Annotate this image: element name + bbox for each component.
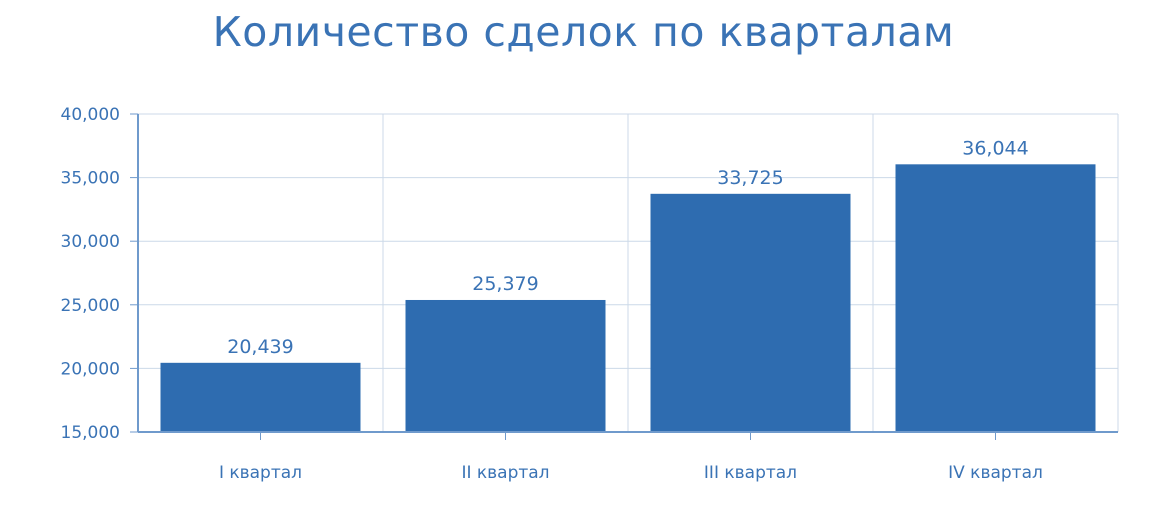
data-label: 20,439 xyxy=(227,336,293,358)
y-tick-label: 40,000 xyxy=(61,105,120,125)
y-axis-ticks: 15,000 20,000 25,000 30,000 35,000 40,000 xyxy=(61,105,138,443)
bar xyxy=(160,362,361,432)
y-tick-label: 35,000 xyxy=(61,169,120,189)
x-tick-label: IV квартал xyxy=(948,463,1043,483)
y-tick-label: 20,000 xyxy=(61,359,120,379)
x-axis-ticks: I квартал II квартал III квартал IV квартал xyxy=(219,432,1043,483)
data-label: 25,379 xyxy=(472,273,538,295)
data-label: 36,044 xyxy=(962,137,1028,159)
x-tick-label: III квартал xyxy=(704,463,797,483)
axes xyxy=(137,114,1118,433)
bar xyxy=(650,193,851,432)
y-tick-label: 15,000 xyxy=(61,423,120,443)
y-tick-label: 25,000 xyxy=(61,296,120,316)
data-label: 33,725 xyxy=(717,167,783,189)
chart-title: Количество сделок по кварталам xyxy=(212,8,955,56)
x-tick-label: II квартал xyxy=(461,463,549,483)
bar xyxy=(405,299,606,432)
bars xyxy=(160,164,1096,432)
y-tick-label: 30,000 xyxy=(61,232,120,252)
bar xyxy=(895,164,1096,432)
data-labels: 20,439 25,379 33,725 36,044 xyxy=(227,137,1028,357)
x-tick-label: I квартал xyxy=(219,463,302,483)
